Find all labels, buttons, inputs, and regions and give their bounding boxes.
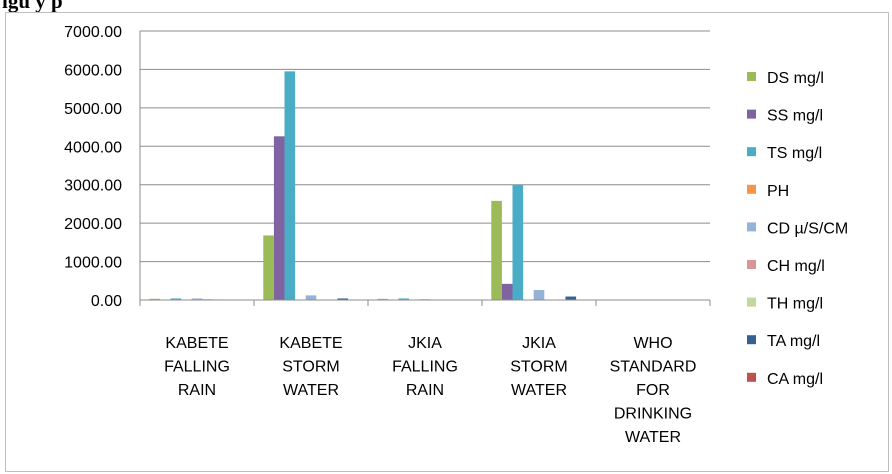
legend-label: TH mg/l <box>767 296 823 313</box>
y-tick-label: 2000.00 <box>64 216 122 233</box>
category-label: FOR <box>636 382 670 399</box>
bar <box>533 290 545 300</box>
legend-label: SS mg/l <box>767 108 823 125</box>
chart-frame <box>5 12 889 472</box>
bar <box>337 298 349 300</box>
legend-swatch <box>747 260 756 269</box>
y-tick-label: 5000.00 <box>64 101 122 118</box>
category-label: STORM <box>282 359 339 376</box>
y-tick-label: 3000.00 <box>64 178 122 195</box>
legend-swatch <box>747 109 756 119</box>
bar <box>191 298 203 300</box>
bar <box>565 296 577 300</box>
gridlines <box>140 30 710 263</box>
category-label: RAIN <box>406 382 444 399</box>
bar <box>149 298 160 300</box>
category-label: KABETE <box>279 335 342 352</box>
category-label: WATER <box>511 382 567 399</box>
legend-swatch <box>747 72 756 81</box>
bar <box>273 136 285 300</box>
legend-swatch <box>747 372 756 382</box>
bar <box>263 235 274 300</box>
chart-heading-fragment: igu y p <box>2 0 63 13</box>
y-tick-labels: 0.00 1000.00 2000.00 3000.00 4000.00 5000.00 6… <box>64 24 122 310</box>
y-tick-label: 4000.00 <box>64 139 122 156</box>
category-label: FALLING <box>392 359 458 376</box>
y-tick-label: 7000.00 <box>64 24 122 41</box>
bar <box>377 298 388 300</box>
legend-swatch <box>747 335 756 345</box>
bar <box>305 295 317 300</box>
legend-label: PH <box>767 183 789 200</box>
bar <box>398 298 410 300</box>
legend-label: TA mg/l <box>767 333 820 350</box>
category-label: DRINKING <box>614 406 692 423</box>
axes <box>139 31 711 306</box>
y-tick-label: 6000.00 <box>64 62 122 79</box>
bar <box>170 298 182 300</box>
category-label: JKIA <box>522 335 556 352</box>
category-label: STANDARD <box>610 359 697 376</box>
category-label: WHO <box>633 335 672 352</box>
legend-label: CA mg/l <box>767 371 823 388</box>
legend-label: CH mg/l <box>767 258 825 275</box>
category-label: KABETE <box>165 335 228 352</box>
category-labels: KABETE FALLING RAIN KABETE STORM WATER JKIA FAL… <box>164 335 696 446</box>
category-label: FALLING <box>164 359 230 376</box>
legend-swatch <box>747 184 756 194</box>
legend-label: TS mg/l <box>767 145 822 162</box>
y-tick-label: 0.00 <box>91 293 122 310</box>
legend: DS mg/l SS mg/l TS mg/l PH CD µ/S/CM CH mg/l T… <box>747 70 848 388</box>
bars <box>149 71 587 300</box>
legend-swatch <box>747 147 756 157</box>
category-label: WATER <box>625 429 681 446</box>
bar <box>491 200 502 300</box>
bar <box>284 71 296 300</box>
category-label: RAIN <box>178 382 216 399</box>
legend-swatch <box>747 297 756 307</box>
category-label: JKIA <box>408 335 442 352</box>
bar <box>501 283 513 300</box>
legend-label: CD µ/S/CM <box>767 220 848 237</box>
legend-swatch <box>747 222 756 232</box>
legend-label: DS mg/l <box>767 70 824 87</box>
category-label: STORM <box>510 359 567 376</box>
y-tick-label: 1000.00 <box>64 255 122 272</box>
category-label: WATER <box>283 382 339 399</box>
bar <box>512 184 524 300</box>
